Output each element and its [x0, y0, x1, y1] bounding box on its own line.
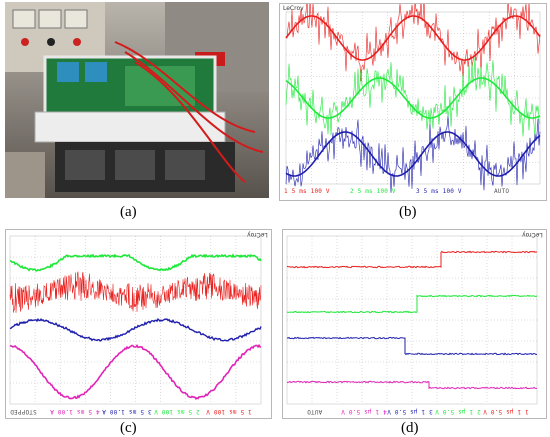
scope-d-channel-label-3: 3 1 µs 5.0 V [387, 408, 433, 415]
scope-b-channel-label-2: 2 5 ms 100 V [350, 188, 396, 195]
converter-photo [5, 2, 269, 198]
scope-b-envelope-1 [285, 15, 541, 61]
scope-b-envelope-2 [285, 77, 541, 119]
caption-b: (b) [399, 204, 417, 220]
scope-d-brand: LeCroy [522, 231, 543, 238]
scope-c-trace-blue [9, 317, 262, 342]
scope-b-trace-3 [285, 116, 541, 193]
scope-d-trace-magenta [286, 380, 538, 390]
scope-c-trace-green [9, 253, 262, 272]
scope-b: LeCroy 1 5 ms 100 V 2 5 ms 100 V 3 5 ms 10… [279, 3, 547, 201]
scope-c-channel-label-4: 4 5 ms 1.00 A [50, 408, 100, 415]
caption-c: (c) [120, 420, 137, 436]
scope-d-screen [286, 235, 538, 405]
scope-d-channel-label-4: 4 1 µs 5.0 V [341, 408, 387, 415]
scope-c-channel-label-3: 3 5 ms 1.00 A [102, 408, 152, 415]
scope-d-grid [286, 235, 538, 405]
scope-c-trace-red [9, 271, 262, 313]
scope-d-trace-red [286, 250, 538, 269]
scope-c-channel-label-2: 2 5 ms 100 V [154, 408, 200, 415]
scope-b-brand: LeCroy [283, 5, 304, 12]
scope-b-envelope-3 [285, 131, 541, 177]
scope-d-trace-blue [286, 336, 538, 356]
scope-b-trace-2 [285, 56, 541, 139]
scope-c-screen [9, 235, 262, 405]
scope-b-screen [285, 4, 541, 193]
scope-d-channel-label-2: 2 1 µs 5.0 V [435, 408, 481, 415]
caption-d: (d) [401, 420, 419, 436]
scope-c-brand: LeCroy [247, 231, 268, 238]
scope-b-mode: AUTO [494, 188, 510, 195]
caption-a: (a) [120, 204, 137, 220]
scope-c-channel-label-1: 1 5 ms 100 V [206, 408, 252, 415]
scope-d-mode: AUTO [307, 408, 323, 415]
scope-d-channel-label-1: 1 1 µs 5.0 V [483, 408, 529, 415]
scope-b-channel-label-1: 1 5 ms 100 V [284, 188, 330, 195]
scope-d-trace-green [286, 294, 538, 314]
converter-photo-drawing [5, 2, 269, 198]
scope-c-mode: STOPPED [10, 408, 37, 415]
scope-c-trace-magenta [9, 343, 262, 400]
scope-b-channel-label-3: 3 5 ms 100 V [416, 188, 462, 195]
